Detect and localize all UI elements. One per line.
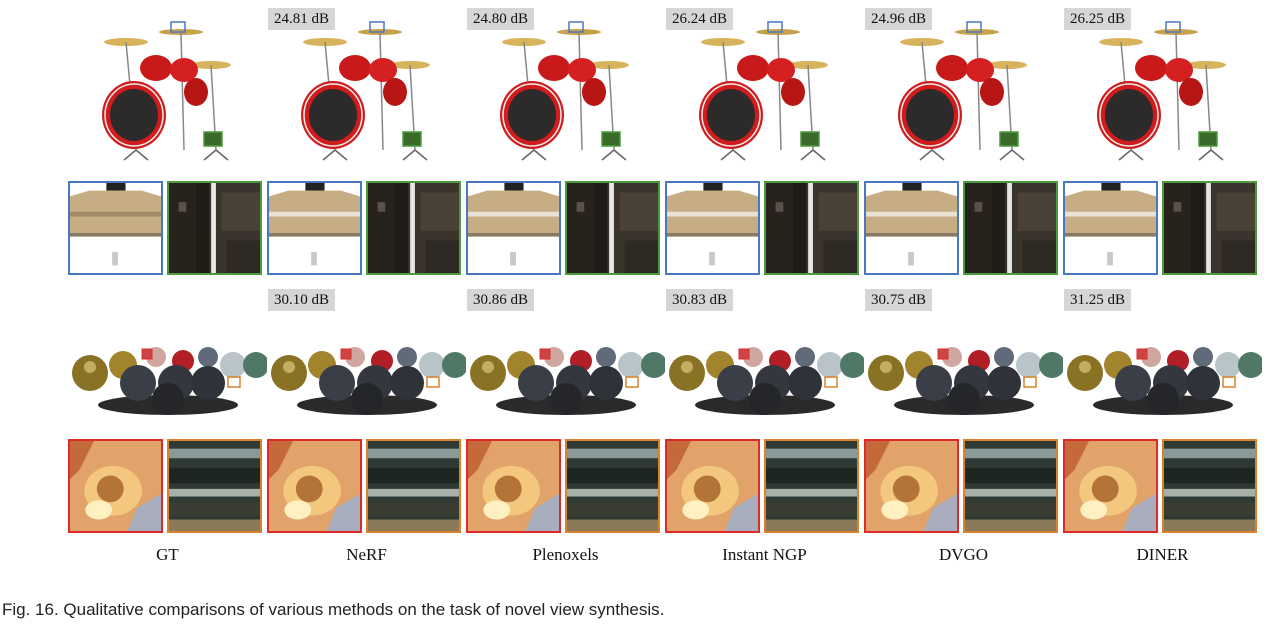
materials-render	[868, 347, 1063, 415]
materials-render	[72, 347, 267, 415]
method-column-instant-ngp: 26.24 dB	[665, 0, 864, 570]
materials-psnr-label: 30.75 dB	[865, 289, 933, 311]
materials-psnr-label: 31.25 dB	[1064, 289, 1132, 311]
drums-render	[102, 21, 231, 161]
drums-render	[301, 21, 430, 161]
method-label: Instant NGP	[722, 545, 807, 564]
drums-render	[898, 21, 1027, 161]
drums-render	[1097, 21, 1226, 161]
materials-crop-orange	[565, 439, 660, 533]
method-column-dvgo: 24.96 dB	[864, 0, 1063, 570]
drums-crop-green	[565, 181, 660, 275]
materials-psnr-label: 30.83 dB	[666, 289, 734, 311]
method-column-nerf: 24.81 dB	[267, 0, 466, 570]
drums-crop-blue	[1063, 181, 1158, 275]
materials-crop-orange	[366, 439, 461, 533]
materials-crop-red	[864, 439, 959, 533]
materials-crop-red	[1063, 439, 1158, 533]
method-column-plenoxels: 24.80 dB	[466, 0, 665, 570]
materials-crop-red	[665, 439, 760, 533]
materials-crop-red	[466, 439, 561, 533]
figure-caption: Fig. 16. Qualitative comparisons of vari…	[2, 600, 665, 619]
drums-crop-blue	[665, 181, 760, 275]
materials-crop-orange	[764, 439, 859, 533]
drums-crop-green	[963, 181, 1058, 275]
drums-psnr-label: 24.81 dB	[268, 8, 336, 30]
drums-crop-green	[1162, 181, 1257, 275]
materials-render	[470, 347, 665, 415]
drums-crop-blue	[466, 181, 561, 275]
drums-crop-green	[366, 181, 461, 275]
materials-render	[669, 347, 864, 415]
materials-render	[1067, 347, 1262, 415]
drums-crop-green	[764, 181, 859, 275]
drums-crop-green	[167, 181, 262, 275]
method-column-diner: 26.25 dB	[1063, 0, 1262, 570]
drums-crop-blue	[68, 181, 163, 275]
drums-render	[699, 21, 828, 161]
materials-crop-orange	[167, 439, 262, 533]
drums-psnr-label: 24.96 dB	[865, 8, 933, 30]
method-column-gt: GT	[68, 0, 267, 570]
method-label: GT	[156, 545, 179, 564]
materials-psnr-label: 30.86 dB	[467, 289, 535, 311]
method-label: DINER	[1136, 545, 1189, 564]
materials-crop-orange	[1162, 439, 1257, 533]
materials-crop-red	[267, 439, 362, 533]
materials-render	[271, 347, 466, 415]
drums-crop-blue	[864, 181, 959, 275]
method-label: DVGO	[938, 545, 989, 564]
drums-psnr-label: 26.24 dB	[666, 8, 734, 30]
drums-render	[500, 21, 629, 161]
materials-psnr-label: 30.10 dB	[268, 289, 336, 311]
materials-crop-red	[68, 439, 163, 533]
drums-psnr-label: 26.25 dB	[1064, 8, 1132, 30]
drums-psnr-label: 24.80 dB	[467, 8, 535, 30]
method-label: NeRF	[346, 545, 387, 564]
materials-crop-orange	[963, 439, 1058, 533]
drums-crop-blue	[267, 181, 362, 275]
method-label: Plenoxels	[532, 545, 599, 564]
